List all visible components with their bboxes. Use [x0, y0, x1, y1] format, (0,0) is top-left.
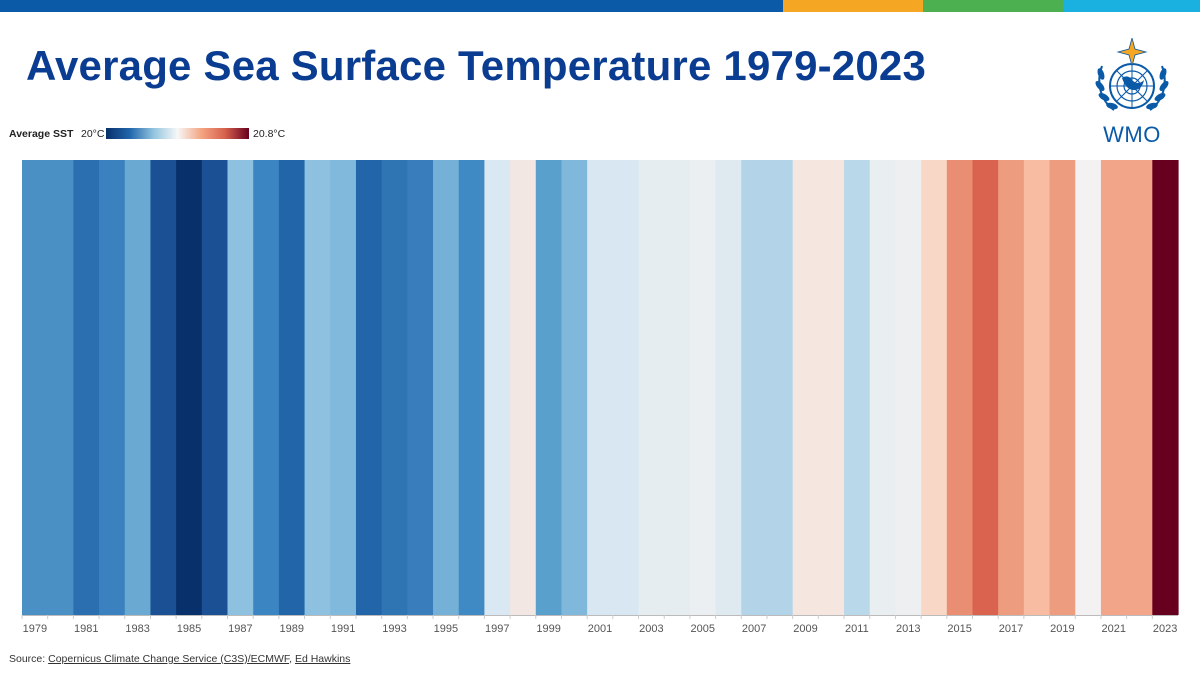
x-tick-label: 2015 [947, 623, 971, 635]
source-link-ed-hawkins[interactable]: Ed Hawkins [294, 653, 351, 665]
top-color-stripe [0, 0, 1200, 12]
stripe-segment-blue [0, 0, 783, 12]
stripe-2007 [741, 160, 768, 615]
stripe-2017 [998, 160, 1025, 615]
stripe-2001 [587, 160, 614, 615]
x-tick-label: 1981 [74, 623, 98, 635]
stripe-1992 [355, 160, 383, 615]
page-title: Average Sea Surface Temperature 1979-202… [26, 42, 927, 89]
stripe-segment-orange [783, 0, 923, 12]
stripe-2022 [1126, 160, 1153, 615]
warming-stripes-chart: 1979 1981 1983 1985 1987 1989 1991 1993 1995 1997… [21, 160, 1179, 635]
stripe-2014 [921, 160, 948, 615]
x-tick-label: 2009 [793, 623, 817, 635]
stripe-2002 [612, 160, 640, 615]
stripe-2003 [638, 160, 665, 615]
stripe-2009 [792, 160, 819, 615]
x-tick-label: 1997 [485, 623, 509, 635]
stripe-1982 [99, 160, 126, 615]
stripe-2015 [946, 160, 974, 615]
un-emblem-icon [1095, 36, 1169, 111]
stripe-1988 [253, 160, 280, 615]
x-tick-label: 1995 [434, 623, 458, 635]
stripe-1984 [150, 160, 177, 615]
x-tick-label: 2019 [1050, 623, 1074, 635]
legend-min-label: 20°C [81, 128, 105, 140]
x-tick-label: 1979 [23, 623, 47, 635]
stripe-segment-cyan [1063, 0, 1200, 12]
legend-gradient-bar [106, 128, 249, 139]
stripe-2004 [664, 160, 691, 615]
stripe-1996 [458, 160, 485, 615]
x-tick-label: 2007 [742, 623, 766, 635]
stripe-1994 [407, 160, 434, 615]
stripe-2016 [972, 160, 999, 615]
stripe-2008 [766, 160, 794, 615]
stripe-1989 [278, 160, 306, 615]
stripe-1985 [176, 160, 203, 615]
x-tick-label: 1993 [382, 623, 406, 635]
stripe-2019 [1049, 160, 1076, 615]
stripe-2020 [1075, 160, 1102, 615]
x-tick-label: 2005 [691, 623, 715, 635]
x-tick-label: 2001 [588, 623, 612, 635]
stripe-2021 [1100, 160, 1128, 615]
source-link-c3s[interactable]: Copernicus Climate Change Service (C3S)/… [48, 653, 290, 665]
stripe-1986 [201, 160, 229, 615]
stripe-1987 [227, 160, 254, 615]
stripe-2018 [1023, 160, 1051, 615]
wmo-logo: WMO [1092, 36, 1172, 150]
source-prefix: Source: [9, 653, 46, 665]
stripe-2013 [895, 160, 922, 615]
x-tick-label: 2013 [896, 623, 920, 635]
stripe-1981 [73, 160, 100, 615]
stripe-2000 [561, 160, 588, 615]
x-tick-label: 2011 [845, 623, 869, 635]
stripe-1990 [304, 160, 331, 615]
stripe-1980 [47, 160, 74, 615]
legend-max-label: 20.8°C [253, 128, 286, 140]
source-line: Source: Copernicus Climate Change Servic… [9, 653, 350, 665]
stripe-2023 [1152, 160, 1179, 615]
x-tick-label: 1983 [125, 623, 149, 635]
stripe-1997 [484, 160, 511, 615]
x-tick-label: 2023 [1153, 623, 1177, 635]
stripe-2012 [869, 160, 897, 615]
legend-label: Average SST [9, 128, 74, 140]
stripe-1983 [124, 160, 152, 615]
stripe-2010 [818, 160, 845, 615]
x-tick-label: 2017 [999, 623, 1023, 635]
stripe-1999 [535, 160, 563, 615]
stripe-2006 [715, 160, 742, 615]
x-tick-label: 1989 [279, 623, 303, 635]
x-tick-label: 2003 [639, 623, 663, 635]
stripe-1995 [433, 160, 460, 615]
stripe-1979 [22, 160, 49, 615]
x-tick-label: 1987 [228, 623, 252, 635]
stripe-segment-green [923, 0, 1063, 12]
stripe-2005 [689, 160, 717, 615]
x-tick-label: 1999 [536, 623, 560, 635]
x-tick-label: 1991 [331, 623, 355, 635]
stripe-1993 [381, 160, 408, 615]
stripe-1998 [510, 160, 537, 615]
x-tick-label: 1985 [177, 623, 201, 635]
x-tick-label: 2021 [1102, 623, 1126, 635]
wmo-logo-text: WMO [1103, 122, 1161, 147]
stripe-2011 [844, 160, 871, 615]
stripe-1991 [330, 160, 357, 615]
source-separator: , [289, 653, 295, 665]
